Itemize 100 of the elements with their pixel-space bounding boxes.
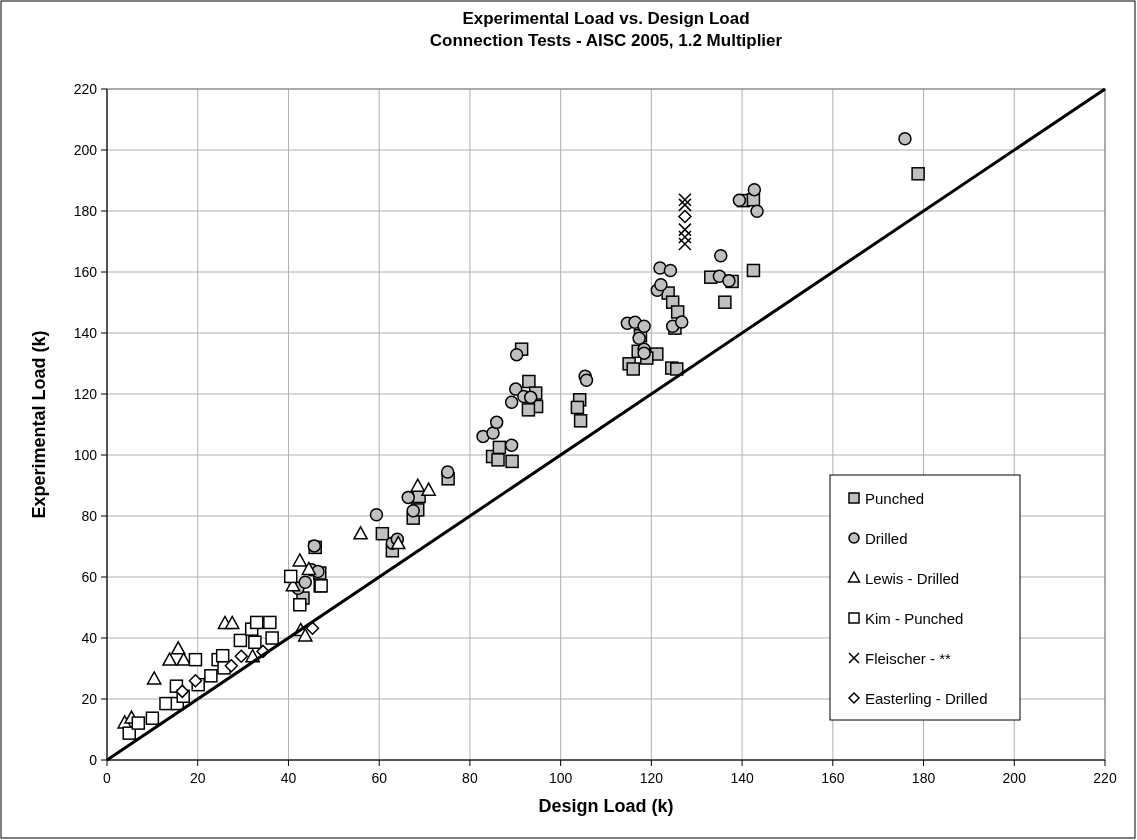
point (714, 249, 728, 263)
point (401, 490, 415, 505)
point (911, 167, 925, 181)
y-tick-label: 80 (81, 508, 98, 524)
point (653, 261, 667, 275)
y-tick-label: 20 (81, 691, 98, 707)
point (406, 504, 420, 518)
point (678, 222, 692, 237)
legend-label: Drilled (865, 530, 908, 547)
point (233, 633, 248, 648)
y-tick-label: 0 (89, 752, 98, 768)
point (523, 390, 538, 405)
point (162, 652, 177, 666)
point (663, 263, 678, 278)
point (570, 400, 585, 415)
legend-label: Punched (865, 490, 925, 507)
point (489, 415, 504, 430)
point (573, 414, 588, 428)
legend-label: Lewis - Drilled (865, 570, 960, 587)
point (297, 628, 313, 642)
point (654, 278, 668, 292)
x-axis-title: Design Load (k) (538, 796, 674, 816)
y-tick-label: 140 (73, 325, 98, 341)
point (508, 382, 523, 396)
legend-label: Kim - Punched (865, 610, 964, 627)
point (145, 711, 160, 725)
point (579, 373, 594, 388)
y-tick-label: 60 (81, 569, 98, 585)
point (747, 182, 762, 197)
point (637, 346, 651, 360)
point (375, 526, 390, 541)
y-tick-label: 100 (73, 447, 98, 463)
y-tick-label: 180 (73, 203, 98, 219)
x-tick-label: 20 (189, 770, 206, 786)
chart-subtitle: Connection Tests - AISC 2005, 1.2 Multiplier (429, 31, 783, 50)
x-tick-label: 160 (821, 770, 845, 786)
x-tick-label: 60 (371, 770, 388, 786)
x-tick-label: 0 (103, 770, 112, 786)
point (504, 438, 519, 452)
point (188, 673, 203, 688)
point (678, 230, 692, 244)
point (369, 508, 384, 522)
point (146, 671, 162, 685)
x-tick-label: 180 (911, 770, 936, 786)
point (224, 615, 240, 630)
x-tick-label: 120 (639, 770, 664, 786)
point (353, 526, 368, 540)
point (732, 193, 747, 208)
point (678, 237, 692, 251)
point (410, 478, 426, 492)
point (204, 669, 218, 683)
point (505, 454, 519, 469)
point (491, 453, 505, 467)
point (249, 615, 264, 630)
point (175, 684, 190, 699)
point (637, 319, 651, 334)
legend-label: Easterling - Drilled (865, 690, 988, 707)
y-axis-title: Experimental Load (k) (29, 330, 49, 519)
point (486, 426, 500, 440)
point (224, 659, 239, 673)
point (188, 652, 203, 667)
x-tick-label: 220 (1093, 770, 1117, 786)
x-tick-label: 80 (462, 770, 478, 786)
point (298, 575, 312, 589)
point (421, 482, 436, 496)
point (248, 635, 262, 650)
point (521, 403, 536, 417)
point (678, 192, 692, 207)
y-tick-label: 220 (73, 81, 98, 97)
y-tick-label: 200 (73, 142, 98, 158)
point (492, 440, 507, 455)
point (670, 362, 684, 376)
legend-label: Fleischer - ** (865, 650, 952, 667)
point (440, 465, 455, 479)
point (675, 315, 689, 329)
point (718, 295, 732, 309)
y-tick-label: 40 (81, 630, 98, 646)
point (265, 631, 279, 645)
x-tick-label: 40 (280, 770, 297, 786)
point (509, 347, 524, 362)
point (283, 569, 298, 584)
point (898, 131, 912, 146)
point (131, 716, 146, 730)
point (746, 263, 761, 278)
point (750, 204, 764, 219)
point (678, 198, 692, 212)
x-tick-label: 140 (730, 770, 754, 786)
point (390, 535, 406, 550)
point (626, 362, 640, 376)
y-tick-label: 120 (73, 386, 98, 402)
point (522, 374, 536, 389)
y-tick-label: 160 (73, 264, 98, 280)
point (170, 641, 186, 655)
x-tick-label: 100 (548, 770, 573, 786)
point (292, 553, 308, 567)
point (293, 598, 307, 612)
x-tick-label: 200 (1002, 770, 1027, 786)
point (504, 395, 519, 409)
point (263, 615, 277, 630)
chart-title: Experimental Load vs. Design Load (462, 9, 750, 28)
